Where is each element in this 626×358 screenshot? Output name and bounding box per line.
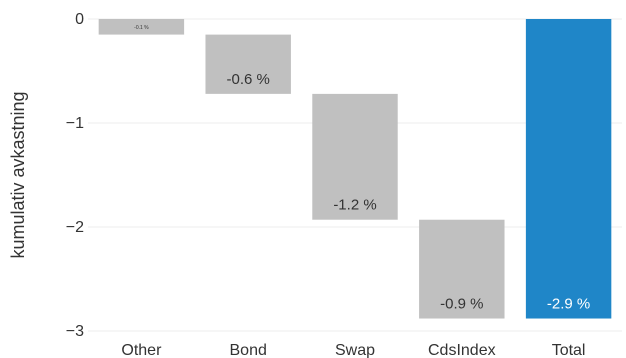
data-label-cdsindex: -0.9 %	[440, 296, 483, 313]
data-labels: -0.1 % -0.6 % -1.2 % -0.9 % -2.9 %	[134, 25, 590, 313]
x-tick-label: Bond	[230, 342, 267, 358]
bar-swap	[312, 93, 398, 220]
y-axis-ticks: 0 −1 −2 −3	[66, 11, 84, 340]
bars	[98, 19, 612, 319]
data-label-swap: -1.2 %	[333, 197, 376, 214]
y-tick-label: −3	[66, 323, 84, 340]
x-tick-label: Swap	[335, 342, 375, 358]
y-tick-label: −1	[66, 115, 84, 132]
x-tick-label: Other	[121, 342, 162, 358]
y-tick-label: 0	[75, 11, 84, 28]
y-tick-label: −2	[66, 219, 84, 236]
data-label-bond: -0.6 %	[227, 71, 270, 88]
x-axis-ticks: Other Bond Swap CdsIndex Total	[121, 342, 585, 358]
bar-bond	[205, 34, 291, 94]
bar-total	[525, 19, 612, 319]
bar-other	[98, 19, 185, 35]
data-label-total: -2.9 %	[547, 296, 590, 313]
y-axis-title: kumulativ avkastning	[8, 91, 28, 258]
x-tick-label: Total	[552, 342, 586, 358]
data-label-other: -0.1 %	[134, 25, 149, 31]
x-tick-label: CdsIndex	[428, 342, 496, 358]
bar-cdsindex	[419, 219, 505, 319]
